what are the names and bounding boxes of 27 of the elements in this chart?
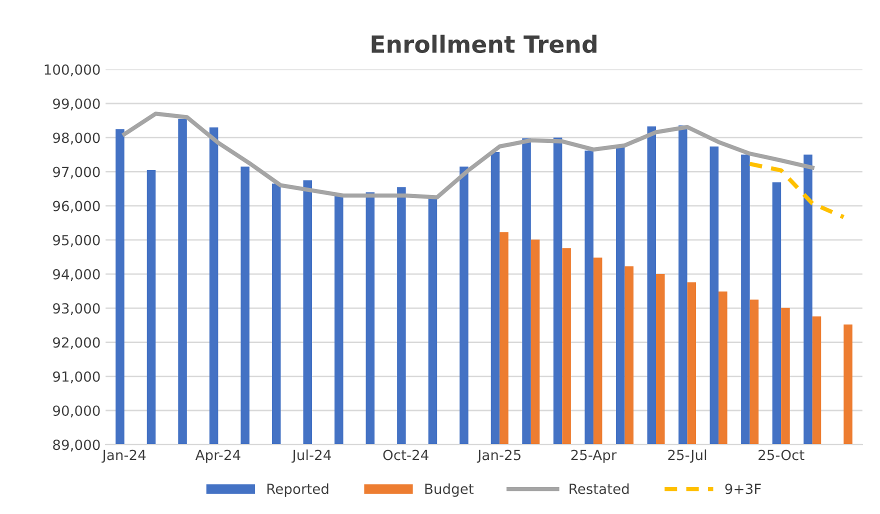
x-tick-label: Jan-25 (476, 450, 520, 463)
legend-label: Budget (425, 483, 474, 497)
y-tick-label: 100,000 (44, 64, 100, 76)
x-tick-label: Jul-24 (292, 449, 331, 463)
y-tick-label: 90,000 (53, 405, 100, 418)
line-series (122, 112, 814, 200)
x-tick-label: 25-Apr (571, 450, 617, 463)
y-tick-label: 97,000 (53, 166, 100, 179)
y-tick-label: 89,000 (53, 440, 100, 452)
legend-label: Restated (570, 483, 629, 494)
legend-label: 9+3F (725, 484, 761, 494)
line-series (748, 162, 846, 220)
x-tick-label: Jan-24 (102, 450, 146, 463)
y-tick-label: 93,000 (53, 303, 100, 316)
y-tick-label: 91,000 (53, 371, 100, 384)
x-tick-label: 25-Jul (668, 449, 706, 463)
y-tick-label: 92,000 (53, 337, 100, 350)
x-tick-label: 25-Oct (758, 450, 804, 460)
y-tick-label: 99,000 (53, 98, 100, 110)
chart-title: Enrollment Trend (372, 34, 596, 54)
x-tick-label: Oct-24 (383, 450, 428, 460)
y-tick-label: 96,000 (53, 200, 100, 213)
x-tick-label: Apr-24 (195, 450, 240, 463)
legend-label: Reported (267, 483, 328, 497)
y-tick-label: 94,000 (53, 269, 100, 281)
y-tick-label: 98,000 (53, 132, 100, 145)
y-tick-label: 95,000 (53, 234, 100, 247)
